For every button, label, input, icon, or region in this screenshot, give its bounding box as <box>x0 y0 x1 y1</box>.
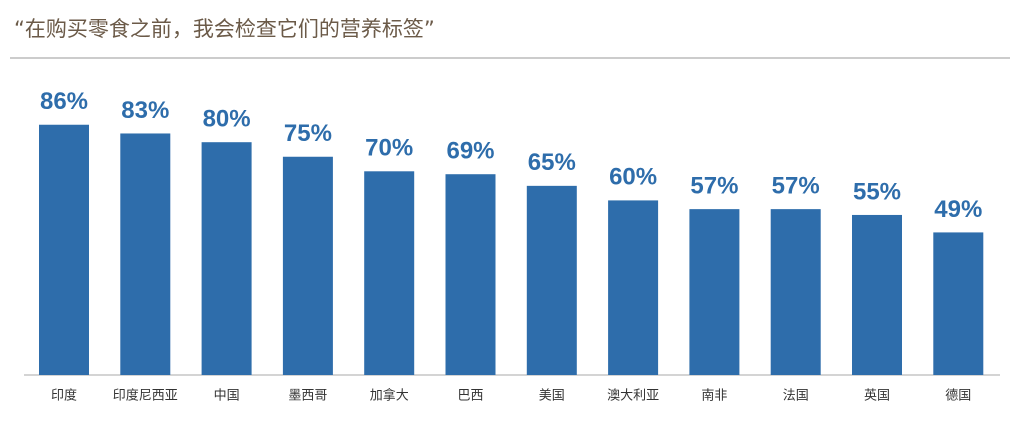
x-tick-label: 美国 <box>539 389 565 404</box>
value-label: 49% <box>934 196 982 223</box>
value-label: 86% <box>40 88 88 115</box>
bar <box>364 171 415 375</box>
value-label: 75% <box>284 120 332 147</box>
x-tick-label: 加拿大 <box>370 388 409 404</box>
x-tick-label: 法国 <box>783 389 809 404</box>
x-tick-label: 澳大利亚 <box>607 388 659 404</box>
bar <box>39 124 89 376</box>
bar <box>608 200 659 375</box>
x-tick-label: 印度尼西亚 <box>113 388 178 404</box>
bar <box>445 174 496 375</box>
value-label: 57% <box>772 172 820 199</box>
x-tick-label: 印度 <box>51 388 77 404</box>
value-label: 83% <box>121 97 169 124</box>
x-tick-label: 英国 <box>864 389 890 404</box>
value-label: 57% <box>690 172 738 199</box>
bar <box>689 209 740 375</box>
x-tick-label: 中国 <box>214 389 240 404</box>
value-label: 65% <box>528 149 576 176</box>
bar <box>282 156 333 375</box>
value-label: 80% <box>203 106 251 133</box>
bar <box>933 232 984 375</box>
x-tick-label: 南非 <box>701 388 727 404</box>
value-label: 70% <box>365 135 413 162</box>
x-tick-label: 墨西哥 <box>288 389 327 404</box>
x-tick-label: 巴西 <box>457 389 483 404</box>
chart-title: “在购买零食之前，我会检查它们的营养标签” <box>14 17 435 41</box>
x-tick-label: 德国 <box>945 389 971 404</box>
bar <box>770 209 821 375</box>
value-label: 69% <box>446 138 494 165</box>
bar <box>526 185 577 375</box>
bar <box>120 133 171 375</box>
value-label: 55% <box>853 178 901 205</box>
bar <box>201 142 252 375</box>
bar <box>852 214 902 375</box>
value-label: 60% <box>609 164 657 191</box>
